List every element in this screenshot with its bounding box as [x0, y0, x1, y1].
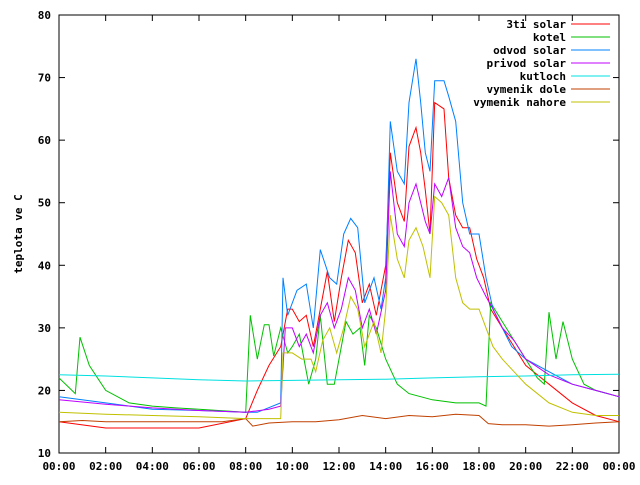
- series-line-2: [58, 58, 620, 413]
- legend-label: kutloch: [520, 70, 566, 83]
- legend-label: kotel: [533, 31, 566, 44]
- y-tick-label: 20: [38, 384, 51, 397]
- x-tick-label: 04:00: [136, 460, 169, 473]
- series-layer: [58, 58, 620, 429]
- legend-label: 3ti solar: [506, 18, 566, 31]
- axes-layer: 10 20 30 40 50 60 70 80 00:00 02:00 04:00 06:00 08:0…: [38, 9, 636, 473]
- y-tick-label: 70: [38, 72, 51, 85]
- x-tick-label: 18:00: [462, 460, 495, 473]
- y-tick-label: 80: [38, 9, 51, 22]
- legend-label: vymenik dole: [487, 83, 567, 96]
- x-tick-label: 12:00: [322, 460, 355, 473]
- series-line-1: [58, 301, 620, 413]
- legend-label: odvod solar: [493, 44, 566, 57]
- y-tick-label: 50: [38, 197, 51, 210]
- legend-label: privod solar: [487, 57, 567, 70]
- x-tick-label: 00:00: [602, 460, 635, 473]
- x-tick-label: 02:00: [89, 460, 122, 473]
- series-line-6: [58, 195, 619, 420]
- legend-label: vymenik nahore: [473, 96, 566, 109]
- x-tick-label: 16:00: [416, 460, 449, 473]
- x-tick-label: 10:00: [276, 460, 309, 473]
- x-tick-label: 20:00: [509, 460, 542, 473]
- series-line-3: [58, 171, 620, 413]
- y-axis-label: teplota ve C: [12, 194, 25, 273]
- x-tick-label: 22:00: [556, 460, 589, 473]
- y-tick-label: 40: [38, 259, 51, 272]
- y-tick-label: 30: [38, 322, 51, 335]
- y-tick-label: 60: [38, 134, 51, 147]
- series-line-4: [58, 373, 620, 382]
- x-tick-label: 08:00: [229, 460, 262, 473]
- x-tick-label: 06:00: [182, 460, 215, 473]
- x-tick-label: 00:00: [42, 460, 75, 473]
- series-line-5: [58, 413, 620, 427]
- x-tick-label: 14:00: [369, 460, 402, 473]
- y-tick-label: 10: [38, 447, 51, 460]
- series-line-0: [58, 101, 620, 429]
